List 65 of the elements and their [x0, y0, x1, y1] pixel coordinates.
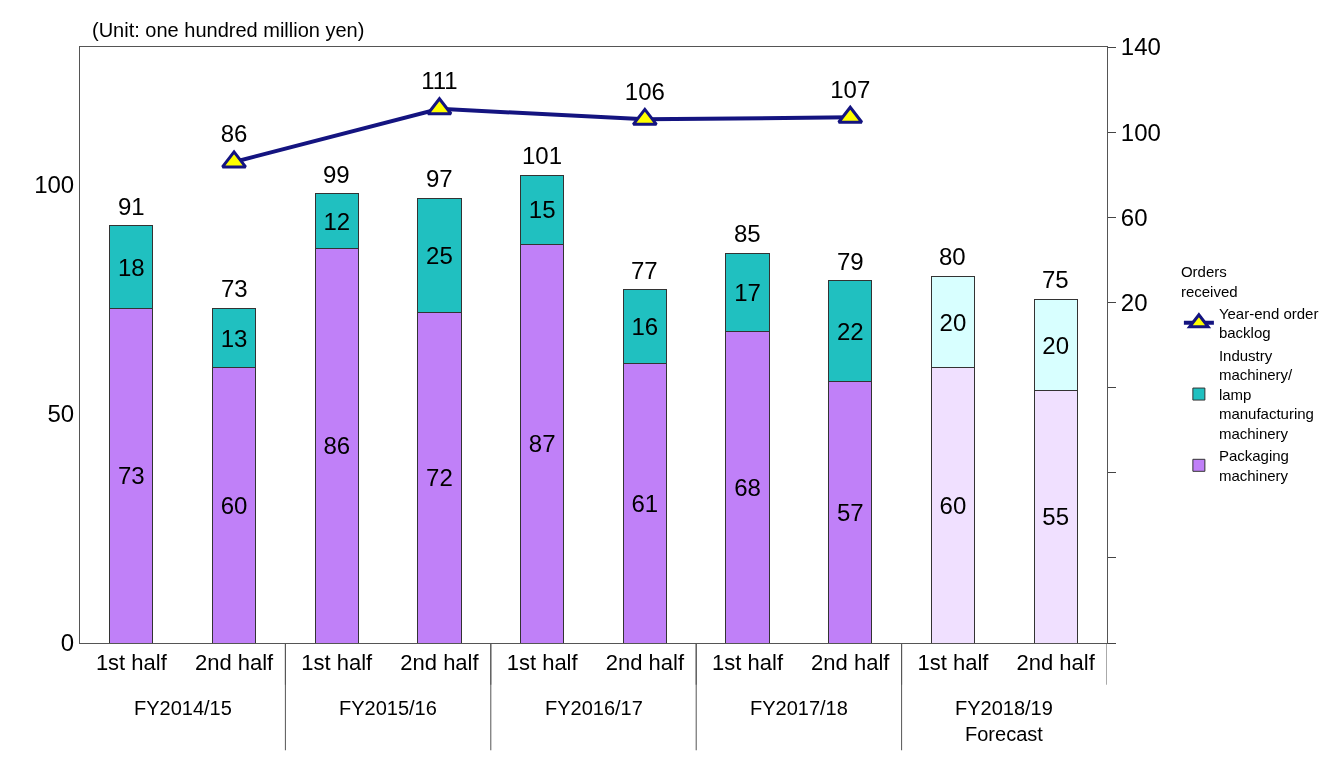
text: FY2018/19 Forecast	[955, 697, 1053, 745]
y-tick-label: 50	[47, 400, 75, 428]
y-tick-label: 0	[60, 629, 75, 657]
y2-tick-label: 60	[1120, 203, 1148, 231]
data-label: 60	[220, 491, 248, 519]
data-label: 107	[830, 75, 871, 103]
x-tick-label: 2nd half	[811, 650, 891, 676]
x-tick-label: 2nd half	[194, 650, 275, 676]
legend-title: Orders received	[1180, 263, 1238, 300]
data-label: 17	[734, 278, 761, 306]
data-label: 87	[528, 430, 556, 458]
legend-label: Industry machinery/ lamp manufacturing machinery	[1218, 346, 1314, 442]
data-label: 18	[118, 253, 145, 281]
total-label: 99	[323, 161, 350, 188]
y2-tick-label: 100	[1120, 118, 1161, 146]
text: FY2017/18	[750, 697, 848, 719]
x-tick-label: 2nd half	[400, 650, 480, 676]
y2-tick-label: 20	[1120, 288, 1148, 316]
x-tick-label: 2nd half	[605, 650, 685, 676]
point	[426, 97, 453, 116]
data-label: 13	[220, 324, 248, 352]
legend-label: Packaging machinery	[1218, 447, 1289, 484]
data-label: 106	[624, 77, 665, 105]
data-label: 61	[631, 489, 659, 517]
x-tick-label: 1st half	[712, 650, 784, 676]
data-label: 20	[939, 308, 967, 336]
total-label: 80	[939, 243, 966, 270]
data-label: 20	[1042, 331, 1069, 359]
total-label: 75	[1042, 266, 1069, 293]
data-label: 25	[426, 242, 453, 270]
data-label: 57	[836, 498, 864, 526]
data-label: 86	[323, 432, 351, 460]
x-tick-label: 1st half	[301, 650, 374, 676]
total-label: 79	[837, 248, 864, 275]
x-tick-label: 2nd half	[1016, 650, 1096, 676]
total-label: 73	[221, 275, 248, 302]
text: FY2014/15	[134, 697, 232, 719]
text: FY2016/17	[545, 697, 643, 719]
data-label: 73	[118, 462, 145, 490]
x-tick-label: 1st half	[95, 650, 168, 676]
point	[631, 107, 658, 126]
x-tick-label: 1st half	[917, 650, 990, 676]
total-label: 77	[631, 257, 658, 284]
point	[837, 105, 864, 124]
total-label: 101	[522, 142, 563, 169]
total-label: 85	[734, 220, 761, 247]
data-label: 86	[220, 120, 248, 148]
text: FY2015/16	[339, 697, 437, 719]
data-label: 22	[836, 317, 864, 345]
data-label: 60	[939, 491, 967, 519]
y-tick-label: 100	[34, 170, 75, 198]
point	[221, 150, 248, 169]
x-tick-label: 1st half	[506, 650, 579, 676]
data-label: 111	[421, 67, 458, 95]
text: (Unit: one hundred million yen)	[92, 19, 365, 41]
data-label: 55	[1042, 503, 1069, 531]
data-label: 16	[631, 313, 659, 341]
data-label: 72	[426, 464, 453, 492]
y2-tick-label: 140	[1120, 33, 1161, 61]
legend-label: Year-end order backlog	[1218, 304, 1319, 342]
total-label: 91	[118, 193, 145, 220]
data-label: 68	[734, 473, 761, 501]
data-label: 12	[323, 207, 351, 235]
data-label: 15	[528, 196, 556, 224]
total-label: 97	[426, 165, 453, 192]
